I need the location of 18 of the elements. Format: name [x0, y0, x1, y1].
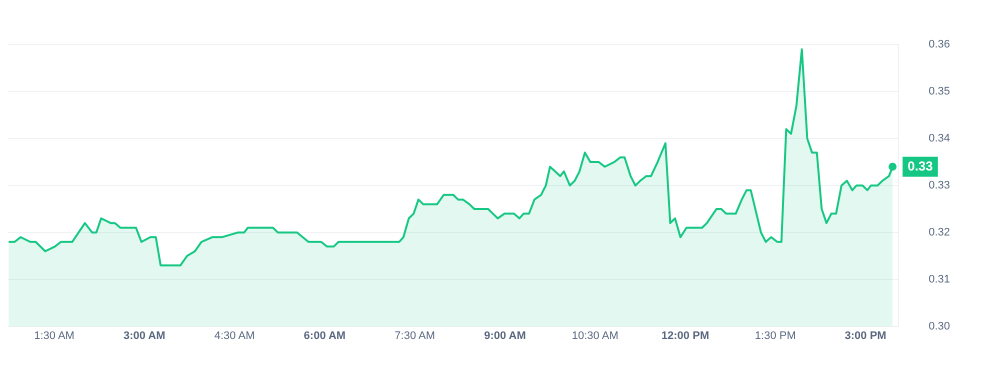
x-tick-label: 10:30 AM — [572, 330, 618, 342]
annotation: 0.33 — [908, 158, 933, 174]
y-tick-label: 0.35 — [928, 86, 950, 98]
x-tick-label: 4:30 AM — [214, 330, 255, 342]
x-tick-label: 12:00 PM — [661, 330, 710, 342]
x-tick-label: 3:00 AM — [124, 330, 166, 342]
y-tick-label: 0.31 — [928, 273, 950, 286]
y-tick-label: 0.30 — [928, 320, 950, 332]
y-tick-label: 0.36 — [928, 38, 950, 51]
x-tick-label: 1:30 AM — [34, 330, 74, 342]
y-tick-label: 0.32 — [928, 226, 950, 238]
x-tick-label: 1:30 PM — [754, 330, 796, 342]
x-tick-label: 7:30 AM — [394, 330, 436, 342]
y-tick-label: 0.33 — [928, 180, 950, 192]
y-tick-label: 0.34 — [928, 132, 950, 145]
x-tick-label: 6:00 AM — [304, 330, 346, 342]
x-tick-label: 3:00 PM — [844, 330, 886, 342]
x-tick-label: 9:00 AM — [484, 330, 526, 342]
